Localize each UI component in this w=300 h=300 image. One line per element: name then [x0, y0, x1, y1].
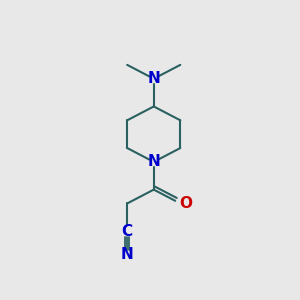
- Text: O: O: [180, 196, 193, 211]
- Text: N: N: [121, 247, 134, 262]
- Text: N: N: [147, 154, 160, 169]
- Text: C: C: [122, 224, 133, 239]
- Text: N: N: [147, 71, 160, 86]
